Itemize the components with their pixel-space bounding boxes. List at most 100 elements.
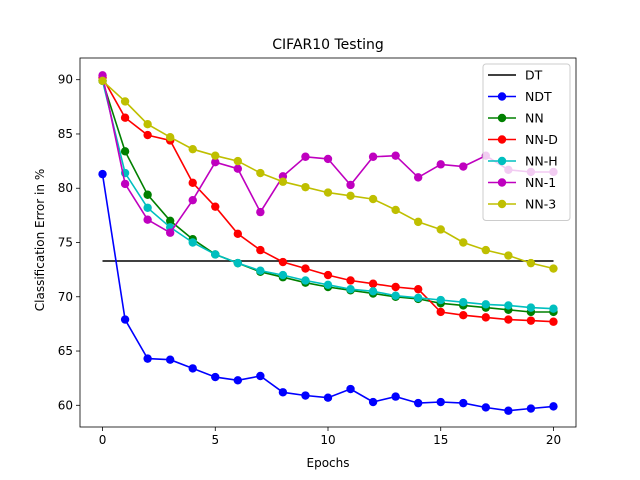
data-point-nn-h bbox=[188, 238, 197, 247]
data-point-nn-3 bbox=[143, 120, 152, 129]
data-point-ndt bbox=[256, 371, 265, 381]
data-point-nn-1 bbox=[436, 160, 445, 169]
data-point-nn-h bbox=[143, 203, 152, 212]
data-point-nn-1 bbox=[323, 154, 333, 164]
legend-label-dt: DT bbox=[525, 68, 543, 83]
data-point-ndt bbox=[481, 403, 491, 412]
data-point-ndt bbox=[368, 397, 378, 407]
data-point-ndt bbox=[391, 392, 400, 401]
data-point-nn-3 bbox=[323, 188, 333, 197]
legend-label-nn-h: NN-H bbox=[525, 154, 558, 169]
data-point-nn-d bbox=[278, 257, 288, 267]
x-tick-label: 0 bbox=[99, 433, 107, 447]
data-point-nn bbox=[143, 190, 152, 199]
data-point-ndt bbox=[211, 372, 220, 382]
data-point-nn-1 bbox=[143, 215, 152, 224]
legend-marker-nn-h bbox=[497, 156, 507, 166]
data-point-nn-d bbox=[549, 317, 558, 326]
data-point-nn-d bbox=[323, 270, 333, 280]
data-point-nn-1 bbox=[233, 164, 243, 173]
data-point-nn-h bbox=[233, 258, 243, 268]
legend: DT NDT NN NN-D NN-H NN-1 NN-3 bbox=[482, 63, 571, 221]
data-point-nn-d bbox=[459, 311, 468, 320]
data-point-nn bbox=[165, 216, 175, 225]
legend-label-nn-d: NN-D bbox=[525, 132, 558, 147]
y-tick-label: 75 bbox=[58, 236, 73, 250]
data-point-nn-1 bbox=[368, 152, 378, 161]
data-point-nn-d bbox=[391, 282, 400, 292]
x-axis-label: Epochs bbox=[307, 456, 350, 470]
data-point-nn-h bbox=[526, 303, 536, 312]
data-point-ndt bbox=[459, 398, 468, 408]
data-point-nn-d bbox=[346, 276, 355, 285]
x-tick-label: 10 bbox=[320, 433, 335, 447]
data-point-ndt bbox=[301, 391, 310, 400]
y-tick-label: 90 bbox=[58, 73, 73, 87]
data-point-nn-3 bbox=[98, 76, 107, 85]
legend-label-ndt: NDT bbox=[525, 89, 552, 104]
legend-label-nn: NN bbox=[525, 111, 544, 126]
data-point-ndt bbox=[165, 355, 175, 364]
data-point-ndt bbox=[120, 315, 130, 324]
y-axis-label: Classification Error in % bbox=[33, 169, 47, 311]
legend-label-nn-3: NN-3 bbox=[525, 197, 556, 212]
legend-marker-nn bbox=[497, 113, 507, 123]
data-point-nn-d bbox=[256, 245, 265, 255]
y-tick-label: 80 bbox=[58, 181, 73, 195]
x-tick-label: 15 bbox=[433, 433, 448, 447]
data-point-nn-d bbox=[301, 264, 310, 273]
plot-area-frame bbox=[79, 57, 577, 428]
data-point-nn-h bbox=[436, 295, 445, 305]
y-axis: 60 65 70 75 80 85 90 bbox=[58, 73, 80, 412]
data-point-nn-1 bbox=[120, 179, 130, 189]
data-point-nn-3 bbox=[301, 182, 310, 192]
data-point-nn-3 bbox=[504, 251, 513, 260]
data-point-ndt bbox=[323, 393, 333, 402]
data-point-nn-3 bbox=[211, 151, 220, 160]
x-tick-label: 5 bbox=[211, 433, 219, 447]
data-point-nn-1 bbox=[391, 151, 400, 160]
data-point-nn-3 bbox=[413, 217, 423, 227]
x-tick-label: 20 bbox=[546, 433, 561, 447]
x-axis: 0 5 10 15 20 bbox=[99, 427, 561, 447]
data-point-nn-3 bbox=[188, 144, 197, 154]
data-point-nn-3 bbox=[549, 264, 558, 273]
data-point-ndt bbox=[98, 169, 107, 179]
data-point-nn-3 bbox=[165, 133, 175, 142]
data-point-nn-d bbox=[211, 202, 220, 211]
data-point-ndt bbox=[549, 402, 558, 411]
data-point-nn-d bbox=[120, 113, 130, 122]
data-point-nn-3 bbox=[526, 258, 536, 268]
data-point-nn-1 bbox=[301, 152, 310, 161]
data-point-nn-d bbox=[188, 178, 197, 188]
legend-marker-nn-d bbox=[497, 135, 507, 144]
data-point-nn-d bbox=[368, 279, 378, 288]
data-point-nn-h bbox=[459, 297, 468, 307]
y-tick-label: 85 bbox=[58, 127, 73, 141]
data-point-nn-3 bbox=[391, 205, 400, 215]
legend-marker-ndt bbox=[497, 92, 507, 101]
data-point-nn-3 bbox=[256, 168, 265, 178]
legend-marker-nn-3 bbox=[497, 199, 507, 209]
data-point-nn-d bbox=[143, 130, 152, 140]
data-point-ndt bbox=[436, 397, 445, 407]
data-point-ndt bbox=[504, 406, 513, 415]
data-point-ndt bbox=[413, 398, 423, 408]
data-point-nn-d bbox=[481, 313, 491, 322]
data-point-ndt bbox=[526, 404, 536, 413]
data-point-nn-3 bbox=[233, 156, 243, 166]
data-point-nn-h bbox=[368, 287, 378, 296]
data-point-nn-1 bbox=[346, 180, 355, 190]
legend-marker-nn-1 bbox=[497, 178, 507, 187]
data-point-nn-h bbox=[391, 291, 400, 300]
data-point-nn-1 bbox=[165, 228, 175, 237]
data-point-nn bbox=[120, 147, 130, 156]
data-point-nn-3 bbox=[481, 245, 491, 255]
data-point-nn-d bbox=[526, 316, 536, 325]
data-point-nn-h bbox=[323, 280, 333, 290]
data-point-nn-h bbox=[278, 270, 288, 280]
data-point-nn-d bbox=[436, 307, 445, 317]
data-point-nn-1 bbox=[459, 162, 468, 171]
data-point-ndt bbox=[233, 376, 243, 385]
